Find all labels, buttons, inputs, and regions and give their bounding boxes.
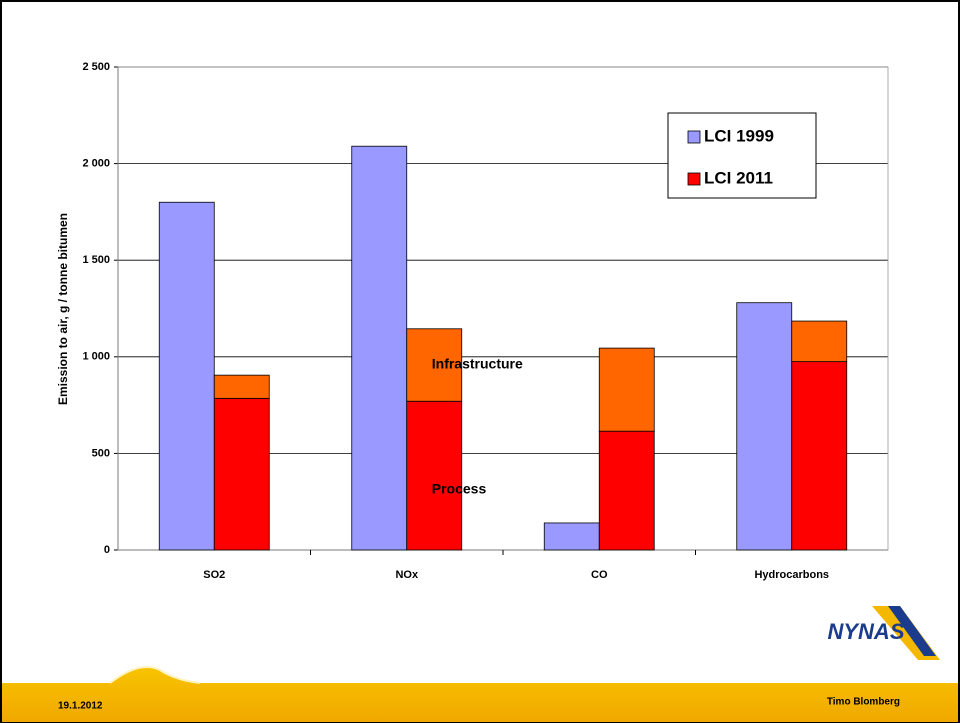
x-tick-label: Hydrocarbons [754,569,829,581]
footer-curve [109,666,201,684]
y-tick-label: 1 500 [82,254,110,266]
footer-date: 19.1.2012 [58,701,103,712]
segment-label: Process [432,480,487,496]
bar [736,302,793,551]
bar [543,522,600,551]
y-tick-label: 2 000 [82,158,110,170]
legend-swatch [687,172,701,186]
footer-author: Timo Blomberg [827,697,900,708]
bar-segment [213,397,270,551]
y-tick-label: 1 000 [82,351,110,363]
bar [158,201,215,551]
y-tick-label: 0 [104,544,110,556]
bar-segment [406,400,463,551]
x-tick-label: NOx [395,569,419,581]
y-tick-label: 500 [92,447,110,459]
footer-band [2,666,958,722]
logo-text: NYNAS [827,619,904,644]
segment-label: Infrastructure [432,356,523,372]
x-tick-label: SO2 [203,569,225,581]
bar [351,145,408,551]
y-axis-label: Emission to air, g / tonne bitumen [56,213,70,405]
bar-segment [598,347,655,432]
logo: NYNAS [827,606,940,660]
legend-label: LCI 2011 [704,168,773,187]
bar-segment [791,320,848,363]
x-tick-label: CO [591,569,608,581]
legend-swatch [687,130,701,144]
legend-label: LCI 1999 [704,126,774,145]
bar-segment [598,430,655,551]
bar-segment [213,374,270,399]
bar-segment [406,328,463,402]
y-tick-label: 2 500 [82,61,110,73]
bar-segment [791,361,848,551]
logo-stripe-blue [888,606,936,656]
